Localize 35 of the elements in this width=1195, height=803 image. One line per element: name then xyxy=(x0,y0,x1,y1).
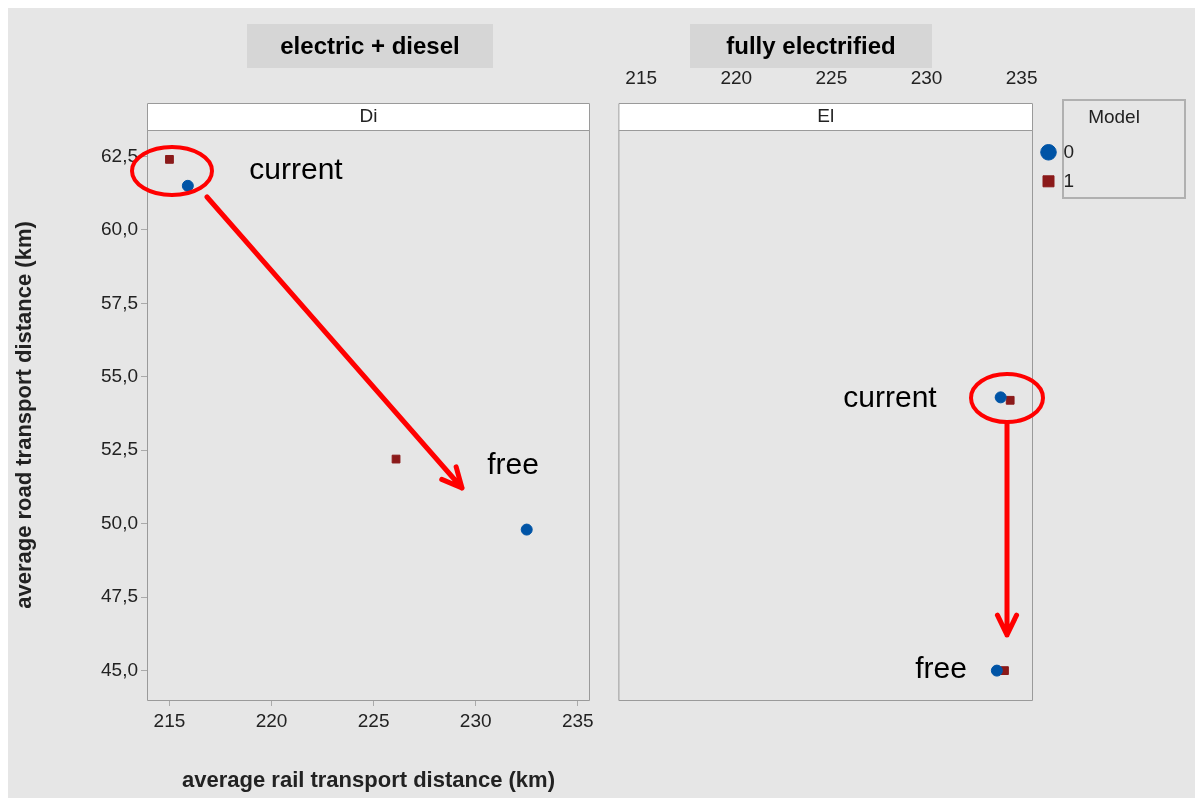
annotation: free xyxy=(915,651,967,685)
annotation: current xyxy=(249,152,344,186)
x-tick-label: 225 xyxy=(815,66,848,88)
y-tick-label: 47,5 xyxy=(101,585,138,607)
annotation: current xyxy=(843,380,938,414)
x-tick-label: 215 xyxy=(625,66,658,88)
x-tick-label: 220 xyxy=(255,709,288,731)
point xyxy=(181,179,194,192)
x-tick-label: 230 xyxy=(910,66,943,88)
annotation: free xyxy=(487,447,539,481)
y-tick-label: 50,0 xyxy=(101,511,138,533)
legend-label: 0 xyxy=(1063,140,1075,162)
y-tick-label: 45,0 xyxy=(101,658,138,680)
x-tick-label: 225 xyxy=(357,709,390,731)
chart-title: El xyxy=(817,105,835,127)
y-tick-label: 57,5 xyxy=(101,291,138,313)
point xyxy=(391,454,401,464)
x-tick-label: 215 xyxy=(153,709,186,731)
x-axis-title: average rail transport distance (km) xyxy=(182,766,555,792)
y-tick-label: 60,0 xyxy=(101,218,138,240)
x-tick-label: 235 xyxy=(561,709,594,731)
y-tick-label: 52,5 xyxy=(101,438,138,460)
y-tick-label: 62,5 xyxy=(101,144,138,166)
chart-title: Di xyxy=(359,105,378,127)
point xyxy=(520,523,533,536)
text: electric + diesel xyxy=(247,24,493,68)
y-tick-label: 55,0 xyxy=(101,365,138,387)
y-axis-title: average road transport distance (km) xyxy=(11,221,37,609)
legend-title: Model xyxy=(1088,105,1140,127)
point xyxy=(165,154,174,164)
x-tick-label: 235 xyxy=(1005,66,1038,88)
text: fully electrified xyxy=(690,24,932,68)
x-tick-label: 220 xyxy=(720,66,753,88)
legend-label: 1 xyxy=(1063,169,1075,191)
x-tick-label: 230 xyxy=(459,709,492,731)
